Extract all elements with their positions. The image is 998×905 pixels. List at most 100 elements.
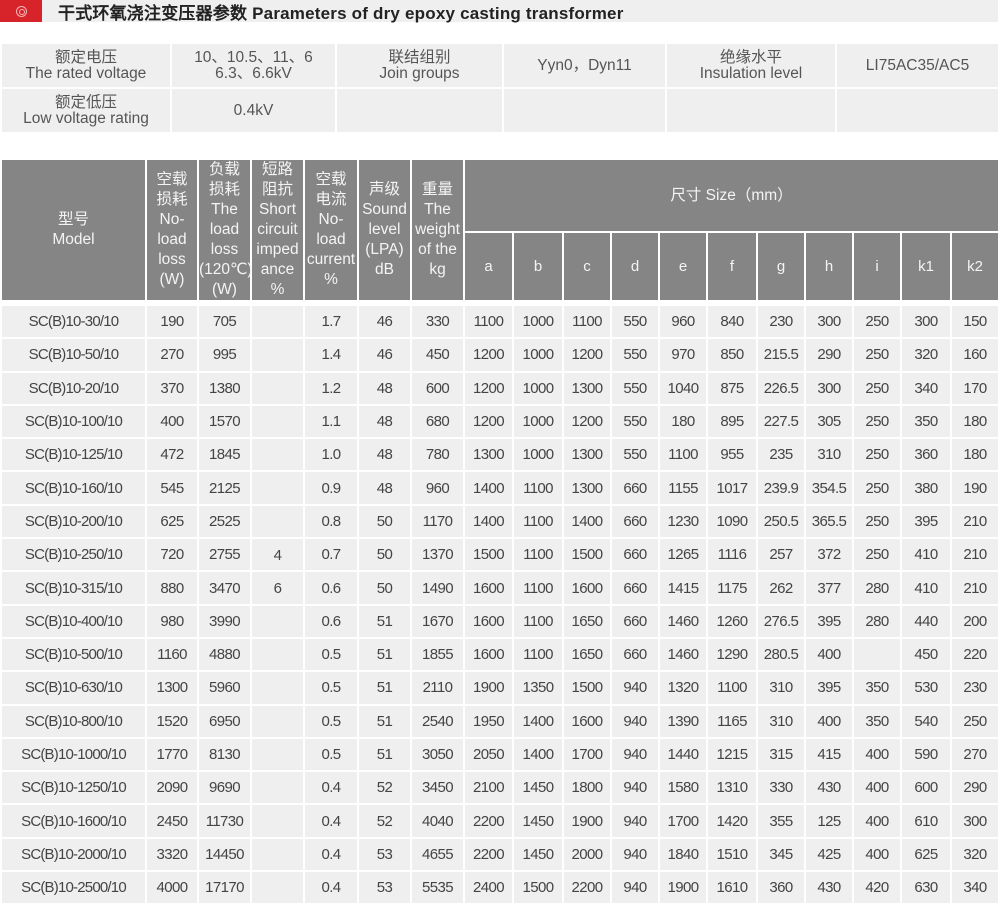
value-cell: 625 [900, 836, 952, 873]
value-cell: 315 [756, 736, 806, 773]
table-row: SC(B)10-250/10 720 2755 4 0.7 50 1370 1500 1100 1… [0, 537, 998, 573]
value-cell: 14450 [197, 836, 252, 873]
value-cell: 970 [658, 337, 708, 373]
spacer [1, 301, 998, 305]
header-no-load-current: 空载 电流 No-load current% [303, 158, 359, 302]
value-cell: 1500 [463, 537, 514, 573]
value-cell: 5535 [410, 870, 465, 905]
table-row: SC(B)10-315/10 880 3470 6 0.6 50 1490 1600 1100 1… [0, 570, 998, 606]
value-cell: 370 [145, 370, 199, 406]
low-voltage-value: 0.4kV [170, 87, 337, 134]
value-cell: 0.5 [303, 670, 359, 706]
value-cell: 1170 [410, 503, 465, 540]
value-cell: 400 [852, 770, 902, 806]
join-groups-label: 联结组别 Join groups [335, 42, 504, 89]
value-cell: 995 [197, 337, 252, 373]
value-cell: 1000 [512, 337, 564, 373]
value-cell: 720 [145, 537, 199, 573]
table-row: SC(B)10-200/10 625 2525 0.8 50 1170 1400 1100 14… [0, 503, 998, 540]
value-cell: 1100 [658, 437, 708, 473]
label-cn: 额定低压 [54, 93, 117, 111]
value-cell: 0.4 [303, 836, 359, 873]
value-cell: 450 [900, 636, 952, 673]
header-no-load-loss: 空载 损耗 No-load loss (W) [145, 158, 199, 302]
header-dim: h [804, 231, 854, 302]
value-cell: 4880 [197, 636, 252, 673]
value-cell: 705 [197, 303, 252, 340]
header-line: 重量 [421, 181, 453, 198]
value-cell: 2755 [197, 537, 252, 573]
header-line: Model [52, 231, 95, 248]
value-cell: 875 [706, 370, 758, 406]
value-cell: 48 [357, 403, 412, 440]
value-cell: 340 [900, 370, 952, 406]
value-cell: 1400 [463, 503, 514, 540]
value-cell: 46 [357, 337, 412, 373]
value-cell: 230 [756, 303, 806, 340]
value-cell: 125 [804, 803, 854, 839]
value-cell: 960 [410, 470, 465, 506]
header-line: 损耗 [208, 181, 240, 198]
value-cell: 880 [145, 570, 199, 606]
value-cell: 1840 [658, 836, 708, 873]
value-cell: 2090 [145, 770, 199, 806]
value-cell: 1215 [706, 736, 758, 773]
value-cell: 1160 [145, 636, 199, 673]
value-cell: 377 [804, 570, 854, 606]
value-cell: 48 [357, 370, 412, 406]
value-cell: 1200 [463, 403, 514, 440]
header-line: 负载 [208, 161, 240, 178]
value-cell: 415 [804, 736, 854, 773]
value-cell: 2100 [463, 770, 514, 806]
value-cell: 220 [949, 636, 998, 673]
header-line: % [270, 281, 285, 298]
low-voltage-label: 额定低压 Low voltage rating [0, 87, 172, 134]
header-line: Short [258, 201, 297, 218]
value-cell: 8130 [197, 736, 252, 773]
value-cell: 210 [949, 570, 998, 606]
header-dim: e [658, 231, 708, 302]
value-cell: 940 [610, 770, 660, 806]
value-cell: 2110 [410, 670, 465, 706]
value-cell: 1.0 [303, 437, 359, 473]
value-cell: 540 [900, 703, 952, 739]
value-cell: 430 [804, 770, 854, 806]
value-cell: 1390 [658, 703, 708, 739]
empty-cell [835, 87, 998, 134]
value-cell: 1950 [463, 703, 514, 739]
model-cell: SC(B)10-250/10 [0, 537, 147, 573]
value-cell: 1230 [658, 503, 708, 540]
value-cell: 1570 [197, 403, 252, 440]
value-cell: 1017 [706, 470, 758, 506]
value-cell: 0.4 [303, 770, 359, 806]
value-cell: 180 [949, 403, 998, 440]
value-cell: 310 [804, 437, 854, 473]
header-line: (W) [159, 271, 185, 288]
header-line: The [424, 201, 451, 218]
value-cell: 1.1 [303, 403, 359, 440]
value-cell: 1460 [658, 603, 708, 639]
value-cell: 1290 [706, 636, 758, 673]
value-cell: 52 [357, 803, 412, 839]
value-cell: 50 [357, 537, 412, 573]
value-cell: 250 [852, 503, 902, 540]
value-cell: 1300 [562, 437, 612, 473]
header-line: kg [429, 261, 446, 278]
value-cell: 1100 [512, 537, 564, 573]
value-cell: 1400 [512, 703, 564, 739]
value-cell: 51 [357, 703, 412, 739]
header-line: 声级 [368, 181, 400, 198]
value-cell: 360 [900, 437, 952, 473]
value-cell: 1400 [562, 503, 612, 540]
value-cell: 600 [410, 370, 465, 406]
impedance-cell [250, 870, 305, 905]
value-cell: 250 [852, 303, 902, 340]
value-cell: 530 [900, 670, 952, 706]
value-cell: 400 [852, 803, 902, 839]
value-cell: 1265 [658, 537, 708, 573]
value-cell: 1800 [562, 770, 612, 806]
value-cell: 1855 [410, 636, 465, 673]
value-cell: 940 [610, 736, 660, 773]
value-cell: 350 [900, 403, 952, 440]
model-cell: SC(B)10-2500/10 [0, 870, 147, 905]
